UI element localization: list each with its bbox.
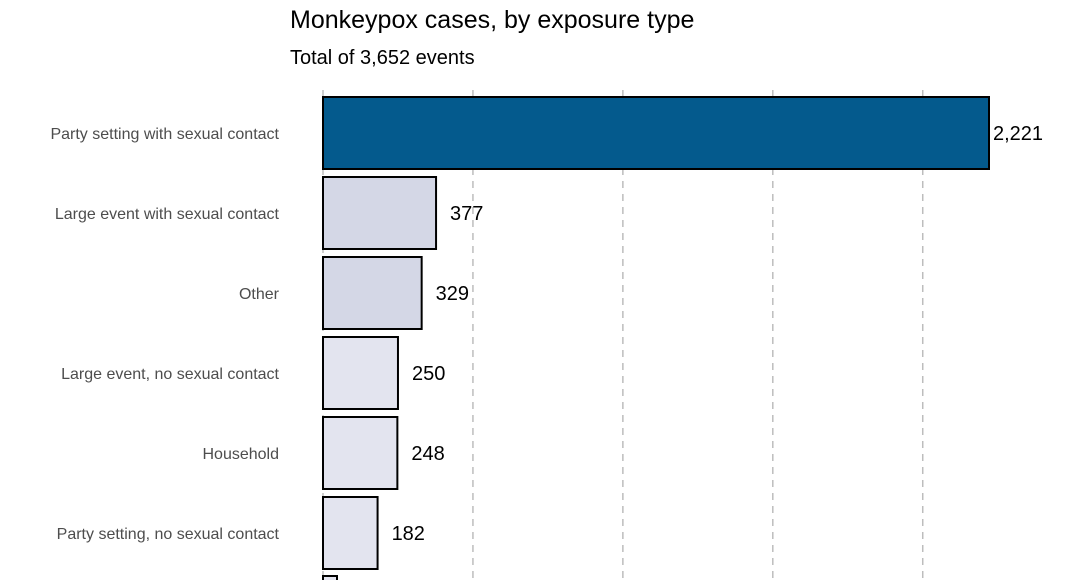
category-label: Other — [239, 286, 280, 303]
bars — [322, 96, 990, 580]
bar-1 — [322, 176, 438, 250]
value-label: 250 — [412, 363, 445, 385]
bar-4 — [322, 416, 399, 490]
value-label: 329 — [436, 283, 469, 305]
category-label: Party setting, no sexual contact — [57, 526, 280, 543]
value-label: 182 — [392, 523, 425, 545]
value-label: 2,221 — [993, 123, 1043, 145]
chart-subtitle: Total of 3,652 events — [290, 47, 475, 69]
category-label: Party setting with sexual contact — [50, 126, 279, 143]
category-label: Large event, no sexual contact — [61, 366, 279, 383]
bar-cutoff — [322, 575, 338, 580]
value-label: 377 — [450, 203, 483, 225]
bar-5 — [322, 496, 379, 570]
bar-2 — [322, 256, 423, 330]
category-label: Household — [203, 446, 280, 463]
value-label: 248 — [411, 443, 444, 465]
category-label: Large event with sexual contact — [55, 206, 280, 223]
labels: Party setting with sexual contact 2,221 La… — [50, 123, 1043, 545]
bar-3 — [322, 336, 399, 410]
bar-0 — [322, 96, 990, 170]
chart-title: Monkeypox cases, by exposure type — [290, 6, 695, 34]
